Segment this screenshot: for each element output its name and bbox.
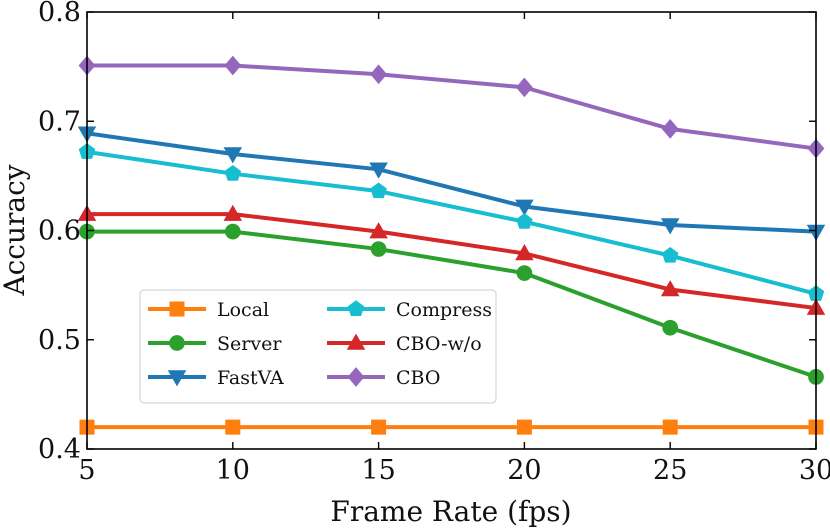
- series-compress: [78, 143, 825, 301]
- legend-label-cbo-w-o: CBO-w/o: [396, 333, 482, 355]
- series-layer: [77, 55, 826, 435]
- data-point-local: [371, 419, 387, 435]
- data-point-cbo-w-o: [223, 204, 243, 221]
- data-point-fastva: [223, 147, 243, 164]
- legend-label-local: Local: [217, 299, 269, 321]
- data-point-cbo: [516, 77, 533, 98]
- series-line-cbo-w-o: [87, 212, 817, 311]
- legend-label-cbo: CBO: [396, 367, 440, 389]
- y-tick-label: 0.8: [38, 0, 81, 28]
- x-tick-label: 30: [799, 455, 830, 486]
- data-point-fastva: [369, 162, 388, 179]
- legend-entry-cbo: CBO: [327, 367, 440, 389]
- y-tick-label: 0.4: [38, 434, 81, 465]
- x-tick-label: 15: [361, 455, 395, 486]
- y-axis-label: Accuracy: [0, 164, 31, 296]
- series-cbo: [78, 55, 825, 159]
- x-tick-label: 20: [507, 455, 541, 486]
- series-line-cbo: [87, 63, 817, 151]
- x-axis-label: Frame Rate (fps): [330, 495, 571, 528]
- data-point-local: [225, 419, 241, 435]
- x-tick-label: 5: [78, 455, 95, 486]
- legend-entry-cbo-w-o: CBO-w/o: [327, 333, 482, 355]
- legend-marker-cbo-w-o: [346, 333, 366, 350]
- legend: Local Server FastVA Compress CBO-w/o CBO: [139, 289, 497, 404]
- data-point-fastva: [660, 218, 680, 235]
- legend-marker-local: [169, 301, 185, 317]
- legend-box: [139, 289, 497, 404]
- series-line-fastva: [86, 131, 817, 234]
- legend-marker-compress: [347, 300, 365, 317]
- data-point-compress: [224, 165, 242, 181]
- data-point-local: [662, 419, 678, 435]
- legend-label-fastva: FastVA: [217, 367, 284, 389]
- data-point-cbo: [224, 55, 242, 76]
- data-point-compress: [661, 246, 679, 263]
- x-tick-label: 25: [653, 455, 687, 486]
- legend-marker-server: [169, 335, 185, 351]
- legend-entry-fastva: FastVA: [148, 367, 284, 389]
- data-point-server: [224, 223, 241, 240]
- legend-entry-server: Server: [148, 333, 282, 355]
- series-line-server: [87, 229, 817, 379]
- data-point-server: [370, 241, 387, 257]
- legend-items: Local Server FastVA Compress CBO-w/o CBO: [148, 299, 492, 389]
- data-point-cbo-w-o: [515, 244, 534, 261]
- series-line-compress: [86, 149, 817, 296]
- legend-entry-local: Local: [148, 299, 269, 321]
- data-point-server: [662, 319, 679, 336]
- legend-entry-compress: Compress: [327, 299, 492, 321]
- data-point-cbo-w-o: [660, 280, 680, 297]
- x-tick-label: 10: [216, 455, 250, 486]
- data-point-cbo-w-o: [369, 222, 388, 239]
- data-point-compress: [370, 182, 387, 199]
- data-point-server: [516, 265, 533, 281]
- y-tick-label: 0.7: [38, 106, 81, 137]
- data-point-local: [516, 419, 532, 435]
- data-point-fastva: [515, 199, 534, 216]
- data-point-compress: [516, 213, 533, 229]
- data-point-cbo: [661, 119, 679, 139]
- y-tick-label: 0.6: [38, 216, 81, 247]
- series-local: [79, 419, 824, 435]
- axis-ticks: 5 10 15 20 25 30 0.4 0.5 0.6 0.7 0.8: [38, 0, 830, 486]
- legend-marker-cbo: [347, 367, 365, 387]
- legend-label-compress: Compress: [396, 299, 492, 321]
- legend-marker-fastva: [167, 370, 187, 387]
- y-tick-label: 0.5: [38, 325, 81, 356]
- legend-label-server: Server: [217, 333, 282, 355]
- series-server: [79, 223, 824, 385]
- data-point-cbo: [370, 64, 387, 85]
